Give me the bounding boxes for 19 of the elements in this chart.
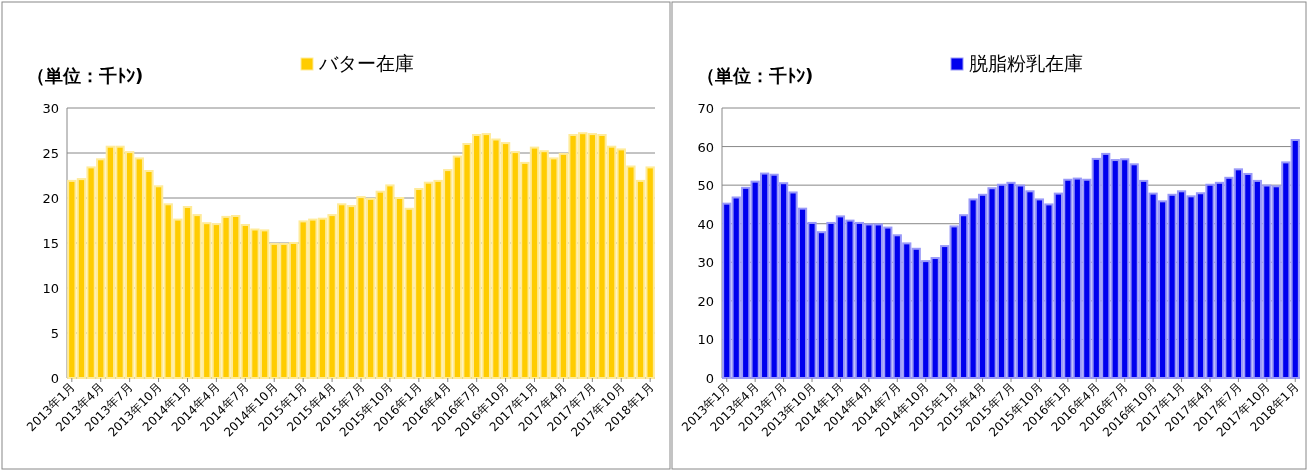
y-tick-label: 40: [697, 216, 714, 232]
y-tick-label: 20: [697, 293, 714, 309]
legend-label: 脱脂粉乳在庫: [969, 52, 1083, 74]
y-tick-label: 10: [42, 281, 59, 296]
y-tick-label: 60: [697, 139, 714, 155]
y-tick-label: 20: [42, 191, 59, 206]
y-tick-label: 50: [697, 178, 714, 194]
y-tick-label: 0: [50, 371, 59, 386]
y-tick-label: 30: [697, 255, 714, 271]
y-tick-label: 10: [697, 332, 714, 348]
y-tick-label: 15: [42, 236, 59, 251]
y-tick-label: 0: [705, 371, 714, 386]
y-tick-label: 25: [42, 146, 59, 161]
y-tick-label: 70: [697, 101, 714, 116]
y-axis-title: （単位：千ﾄﾝ): [27, 65, 144, 86]
legend-label: バター在庫: [318, 52, 414, 74]
y-axis-title: （単位：千ﾄﾝ): [697, 65, 814, 86]
y-tick-label: 5: [50, 326, 59, 341]
y-tick-label: 30: [42, 101, 59, 116]
